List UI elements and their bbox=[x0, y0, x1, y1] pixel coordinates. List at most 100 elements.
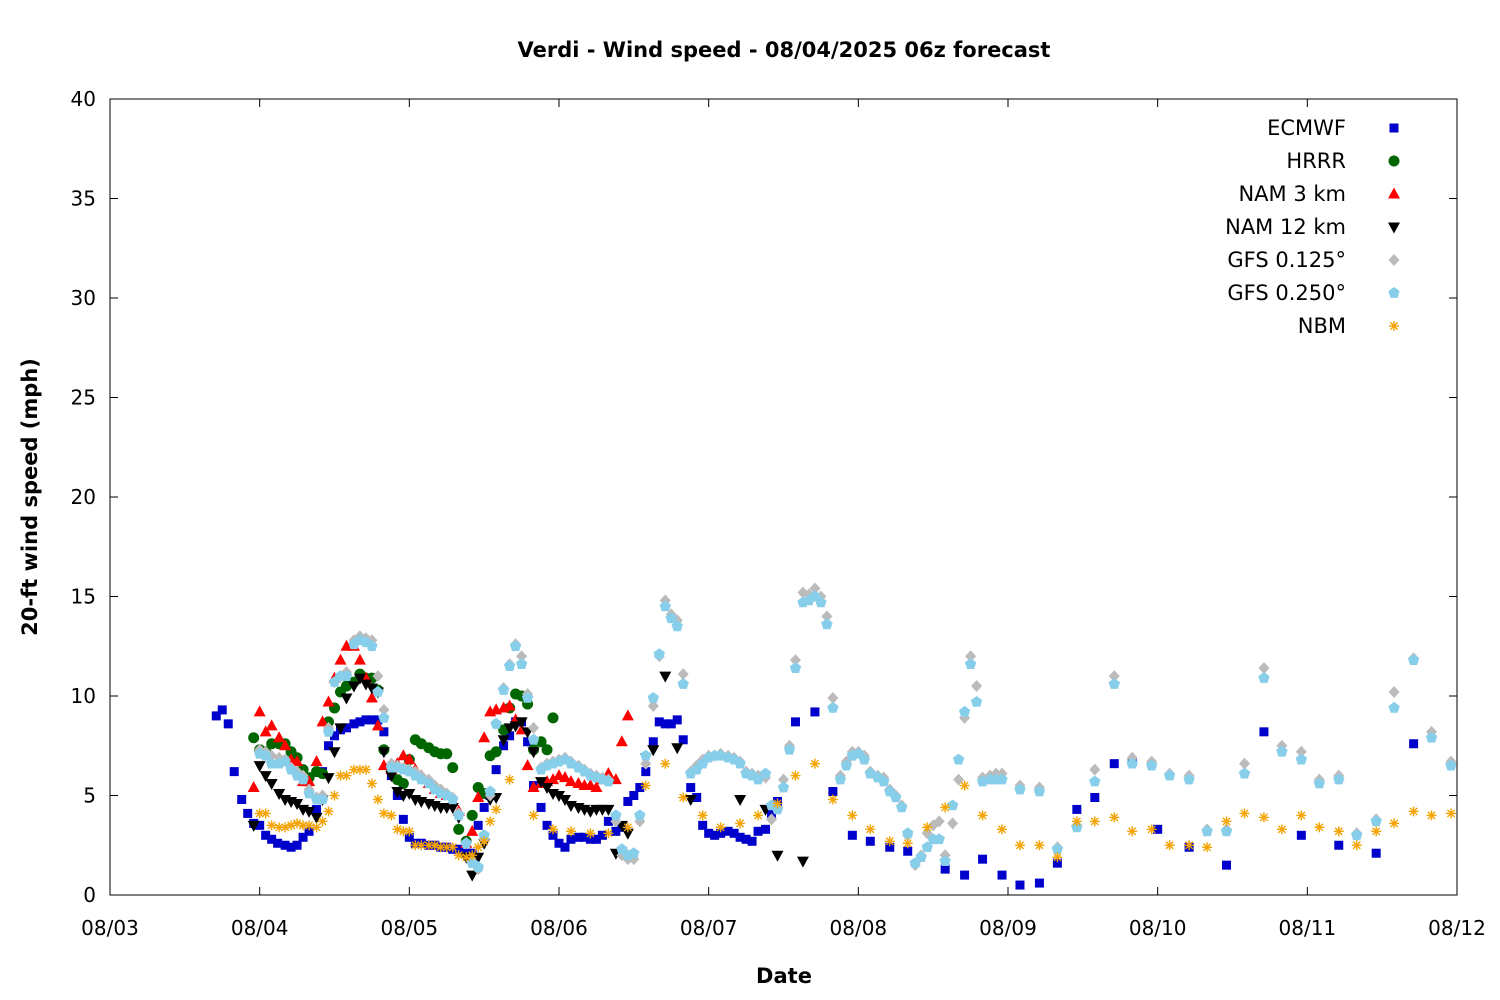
data-point-nbm bbox=[548, 824, 559, 835]
data-point-hrrr bbox=[248, 732, 260, 744]
data-point-gfs-0-125 bbox=[971, 680, 983, 693]
data-point-ecmwf bbox=[404, 832, 414, 842]
data-point-ecmwf bbox=[729, 828, 739, 838]
data-point-nbm bbox=[1446, 808, 1457, 819]
data-point-nbm bbox=[1426, 810, 1437, 821]
data-point-gfs-0-250 bbox=[628, 847, 640, 859]
data-point-nbm bbox=[292, 818, 303, 829]
data-point-gfs-0-250 bbox=[1445, 759, 1457, 771]
data-point-ecmwf bbox=[560, 842, 570, 852]
data-point-nbm bbox=[317, 816, 328, 827]
data-point-ecmwf bbox=[747, 836, 757, 846]
data-point-hrrr bbox=[447, 762, 459, 774]
data-point-ecmwf bbox=[267, 834, 277, 844]
data-point-gfs-0-250 bbox=[878, 775, 890, 787]
data-point-nam-12-km bbox=[796, 856, 809, 868]
data-point-nbm bbox=[323, 806, 334, 817]
data-point-ecmwf bbox=[660, 719, 670, 729]
data-point-nam-12-km bbox=[340, 693, 353, 705]
data-point-nam-12-km bbox=[303, 806, 316, 818]
data-point-ecmwf bbox=[603, 816, 613, 826]
data-point-nbm bbox=[1371, 826, 1382, 837]
data-point-nbm bbox=[1164, 840, 1175, 851]
data-point-nam-12-km bbox=[403, 789, 416, 801]
data-point-nbm bbox=[366, 778, 377, 789]
data-point-ecmwf bbox=[735, 832, 745, 842]
data-point-gfs-0-250 bbox=[958, 705, 971, 717]
y-axis-label: 20-ft wind speed (mph) bbox=[18, 358, 42, 636]
data-point-gfs-0-250 bbox=[809, 590, 821, 602]
data-point-gfs-0-250 bbox=[472, 861, 484, 872]
x-tick-label: 08/07 bbox=[680, 916, 738, 940]
data-point-nam-3-km bbox=[291, 755, 304, 767]
data-point-ecmwf bbox=[523, 737, 533, 747]
data-point-gfs-0-250 bbox=[677, 678, 689, 689]
data-point-nbm bbox=[603, 828, 614, 839]
data-point-nam-3-km bbox=[472, 790, 485, 802]
data-point-ecmwf bbox=[810, 707, 820, 717]
data-point-gfs-0-250 bbox=[1089, 775, 1101, 787]
data-point-gfs-0-250 bbox=[665, 612, 677, 624]
data-point-nbm bbox=[697, 810, 708, 821]
data-point-gfs-0-125 bbox=[1089, 763, 1101, 776]
series-gfs-0-250 bbox=[254, 590, 1457, 872]
data-point-nam-3-km bbox=[353, 653, 366, 665]
data-point-gfs-0-250 bbox=[259, 749, 272, 761]
data-point-nbm bbox=[790, 770, 801, 781]
data-point-gfs-0-250 bbox=[1108, 678, 1120, 689]
data-point-nbm bbox=[772, 798, 783, 809]
data-point-ecmwf bbox=[473, 820, 483, 830]
data-point-nbm bbox=[715, 822, 726, 833]
data-point-gfs-0-250 bbox=[521, 692, 534, 703]
data-point-gfs-0-250 bbox=[503, 660, 516, 671]
data-point-gfs-0-250 bbox=[852, 747, 864, 759]
data-point-nam-12-km bbox=[527, 747, 540, 759]
data-point-gfs-0-125 bbox=[640, 757, 652, 770]
data-point-ecmwf bbox=[211, 711, 221, 721]
data-point-nbm bbox=[341, 770, 352, 781]
data-point-nbm bbox=[329, 790, 340, 801]
data-point-gfs-0-250 bbox=[1313, 777, 1325, 789]
data-point-nbm bbox=[1146, 824, 1157, 835]
data-point-nam-12-km bbox=[391, 787, 404, 799]
data-point-nbm bbox=[491, 804, 502, 815]
legend-marker-hrrr bbox=[1388, 155, 1400, 167]
data-point-gfs-0-250 bbox=[752, 773, 764, 785]
data-point-ecmwf bbox=[1296, 830, 1306, 840]
data-point-gfs-0-125 bbox=[1295, 745, 1307, 758]
data-point-nam-3-km bbox=[334, 653, 347, 665]
data-point-ecmwf bbox=[217, 705, 227, 715]
data-point-nbm bbox=[298, 820, 309, 831]
data-point-nam-3-km bbox=[397, 749, 410, 761]
data-point-gfs-0-250 bbox=[1295, 753, 1308, 765]
y-tick-label: 30 bbox=[71, 286, 96, 310]
data-point-nbm bbox=[1389, 818, 1400, 829]
data-point-gfs-0-250 bbox=[297, 773, 309, 785]
data-point-nbm bbox=[372, 794, 383, 805]
data-point-ecmwf bbox=[579, 832, 589, 842]
data-point-hrrr bbox=[466, 809, 478, 821]
data-point-nbm bbox=[354, 764, 365, 775]
data-point-hrrr bbox=[547, 712, 559, 724]
data-point-nam-12-km bbox=[602, 804, 615, 816]
data-point-ecmwf bbox=[666, 719, 676, 729]
data-point-nam-12-km bbox=[535, 777, 548, 789]
legend-marker-gfs-0-250 bbox=[1388, 287, 1400, 298]
data-point-gfs-0-250 bbox=[939, 855, 951, 866]
data-point-gfs-0-125 bbox=[766, 813, 778, 826]
x-tick-label: 08/03 bbox=[81, 916, 139, 940]
data-point-gfs-0-250 bbox=[1163, 769, 1176, 781]
data-point-gfs-0-250 bbox=[1201, 825, 1213, 837]
x-tick-label: 08/08 bbox=[830, 916, 888, 940]
data-point-ecmwf bbox=[298, 832, 308, 842]
data-point-nam-3-km bbox=[273, 731, 286, 743]
data-point-gfs-0-125 bbox=[1388, 686, 1400, 699]
data-point-gfs-0-125 bbox=[933, 815, 945, 828]
data-point-nam-3-km bbox=[247, 781, 260, 793]
data-point-gfs-0-125 bbox=[809, 582, 821, 595]
data-point-nam-12-km bbox=[734, 794, 747, 806]
data-point-gfs-0-125 bbox=[778, 773, 789, 786]
y-tick-label: 20 bbox=[71, 485, 96, 509]
data-point-nbm bbox=[1071, 816, 1082, 827]
data-point-nbm bbox=[1034, 840, 1045, 851]
